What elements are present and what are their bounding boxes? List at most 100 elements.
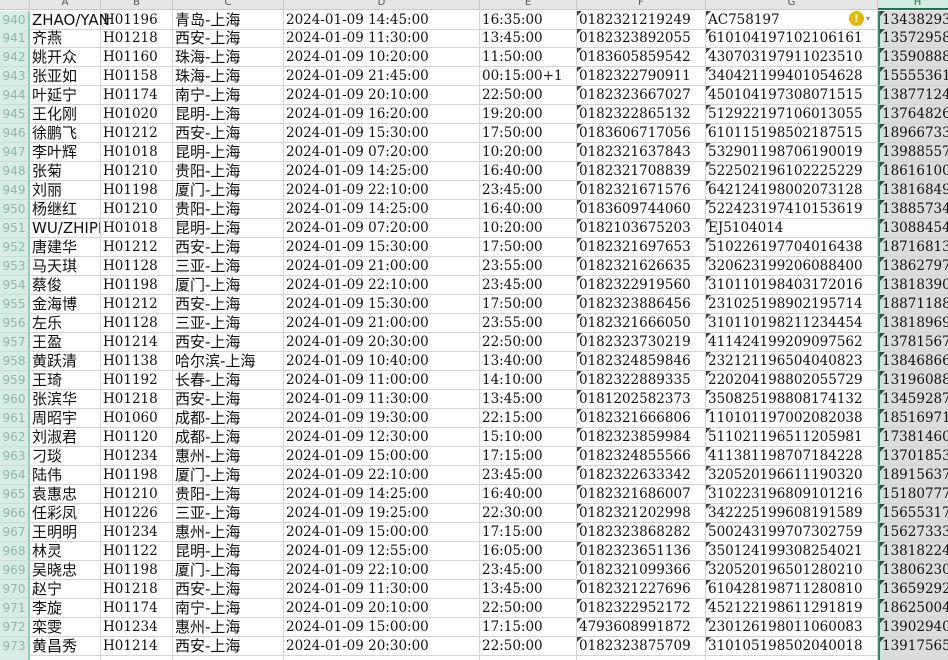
cell-h[interactable]: 18625004	[878, 598, 948, 618]
cell-g[interactable]: 500243199707302759	[706, 522, 878, 542]
cell-c[interactable]: 珠海-上海	[173, 48, 284, 68]
cell-a[interactable]: 黄昌秀	[30, 636, 101, 656]
row-header[interactable]: 946	[0, 124, 30, 144]
cell-f[interactable]: 0183605859542	[577, 48, 706, 68]
cell-c[interactable]: 西安-上海	[173, 238, 284, 258]
cell-b[interactable]: H01210	[101, 484, 173, 504]
cell-a[interactable]: 李旋	[30, 598, 101, 618]
cell-h[interactable]: 13701853	[878, 446, 948, 466]
cell-d[interactable]: 2024-01-09 20:10:00	[284, 86, 480, 106]
cell-d[interactable]: 2024-01-09 15:00:00	[284, 522, 480, 542]
cell-h[interactable]: 15555361	[878, 67, 948, 87]
cell-h[interactable]: 13818224	[878, 541, 948, 561]
cell-g[interactable]: 610104197102106161	[706, 29, 878, 49]
cell-h[interactable]: 13438293	[878, 10, 948, 30]
row-header[interactable]: 951	[0, 219, 30, 239]
row-header[interactable]: 941	[0, 29, 30, 49]
cell-d[interactable]: 2024-01-09 14:25:00	[284, 200, 480, 220]
cell-d[interactable]: 2024-01-09 20:30:00	[284, 636, 480, 656]
cell-d[interactable]: 2024-01-09 14:25:00	[284, 484, 480, 504]
cell-c[interactable]: 青岛-上海	[173, 10, 284, 30]
cell-a[interactable]: 金海博	[30, 295, 101, 315]
cell-d[interactable]: 2024-01-09 11:30:00	[284, 389, 480, 409]
cell-b[interactable]: H01212	[101, 238, 173, 258]
cell-c[interactable]: 西安-上海	[173, 636, 284, 656]
cell-f[interactable]: 0182322790911	[577, 67, 706, 87]
cell-d[interactable]: 2024-01-09 15:00:00	[284, 617, 480, 637]
cell-b[interactable]: H01018	[101, 219, 173, 239]
cell-h[interactable]: 18716813	[878, 238, 948, 258]
cell-b[interactable]: H01214	[101, 332, 173, 352]
cell-e[interactable]: 19:20:00	[480, 105, 577, 125]
cell-g[interactable]: 310110198211234454	[706, 314, 878, 334]
row-header[interactable]: 959	[0, 370, 30, 390]
cell-e[interactable]	[480, 655, 577, 660]
cell-d[interactable]: 2024-01-09 20:10:00	[284, 598, 480, 618]
cell-f[interactable]: 0182322952172	[577, 598, 706, 618]
cell-b[interactable]: H01198	[101, 276, 173, 296]
cell-d[interactable]: 2024-01-09 22:10:00	[284, 276, 480, 296]
cell-d[interactable]: 2024-01-09 21:45:00	[284, 67, 480, 87]
cell-h[interactable]: 13818969	[878, 314, 948, 334]
cell-d[interactable]: 2024-01-09 21:00:00	[284, 314, 480, 334]
cell-e[interactable]: 17:15:00	[480, 522, 577, 542]
cell-h[interactable]: 13659292	[878, 579, 948, 599]
cell-e[interactable]: 22:15:00	[480, 408, 577, 428]
cell-c[interactable]: 西安-上海	[173, 579, 284, 599]
cell-c[interactable]: 厦门-上海	[173, 181, 284, 201]
row-header[interactable]: 949	[0, 181, 30, 201]
cell-d[interactable]	[284, 655, 480, 660]
cell-c[interactable]: 三亚-上海	[173, 314, 284, 334]
cell-e[interactable]: 14:10:00	[480, 370, 577, 390]
cell-g[interactable]: 522423197410153619	[706, 200, 878, 220]
cell-e[interactable]: 15:10:00	[480, 427, 577, 447]
cell-f[interactable]: 0182321202998	[577, 503, 706, 523]
cell-g[interactable]: AC758197	[706, 10, 878, 30]
cell-a[interactable]: 姚开众	[30, 48, 101, 68]
cell-h[interactable]: 13885734	[878, 200, 948, 220]
cell-c[interactable]: 厦门-上海	[173, 276, 284, 296]
cell-d[interactable]: 2024-01-09 11:30:00	[284, 29, 480, 49]
cell-f[interactable]: 0182321099366	[577, 560, 706, 580]
cell-h[interactable]: 18616100	[878, 162, 948, 182]
cell-a[interactable]: 王明明	[30, 522, 101, 542]
cell-e[interactable]: 22:50:00	[480, 86, 577, 106]
cell-g[interactable]: 522502196102225229	[706, 162, 878, 182]
cell-g[interactable]: 320623199206088400	[706, 257, 878, 277]
cell-a[interactable]: 吴晓忠	[30, 560, 101, 580]
cell-b[interactable]: H01210	[101, 162, 173, 182]
cell-g[interactable]: 220204198802055729	[706, 370, 878, 390]
cell-a[interactable]: 刘丽	[30, 181, 101, 201]
cell-e[interactable]: 17:15:00	[480, 446, 577, 466]
row-header[interactable]: 966	[0, 503, 30, 523]
cell-f[interactable]: 0182322919560	[577, 276, 706, 296]
cell-f[interactable]: 0182323859984	[577, 427, 706, 447]
cell-d[interactable]: 2024-01-09 11:00:00	[284, 370, 480, 390]
cell-a[interactable]: ZHAO/YAN	[30, 10, 110, 30]
cell-f[interactable]: 4793608991872	[577, 617, 706, 637]
cell-c[interactable]: 西安-上海	[173, 29, 284, 49]
row-header[interactable]: 956	[0, 314, 30, 334]
cell-a[interactable]: 陆伟	[30, 465, 101, 485]
cell-a[interactable]: 赵宁	[30, 579, 101, 599]
cell-h[interactable]: 13818390	[878, 276, 948, 296]
cell-c[interactable]: 贵阳-上海	[173, 484, 284, 504]
row-header[interactable]	[0, 655, 30, 660]
cell-e[interactable]: 00:15:00+1	[480, 67, 577, 87]
cell-c[interactable]: 珠海-上海	[173, 67, 284, 87]
cell-b[interactable]: H01192	[101, 370, 173, 390]
cell-a[interactable]: 林灵	[30, 541, 101, 561]
cell-h[interactable]: 13088454	[878, 219, 948, 239]
cell-d[interactable]: 2024-01-09 19:25:00	[284, 503, 480, 523]
cell-g[interactable]: 642124198002073128	[706, 181, 878, 201]
cell-b[interactable]: H01120	[101, 427, 173, 447]
row-header[interactable]: 972	[0, 617, 30, 637]
cell-h[interactable]: 17381460	[878, 427, 948, 447]
cell-f[interactable]: 0182324859846	[577, 351, 706, 371]
cell-b[interactable]: H01218	[101, 579, 173, 599]
cell-c[interactable]: 昆明-上海	[173, 105, 284, 125]
cell-g[interactable]: 230126198011060083	[706, 617, 878, 637]
cell-h[interactable]: 15655317	[878, 503, 948, 523]
cell-c[interactable]: 三亚-上海	[173, 257, 284, 277]
cell-a[interactable]	[30, 655, 101, 660]
